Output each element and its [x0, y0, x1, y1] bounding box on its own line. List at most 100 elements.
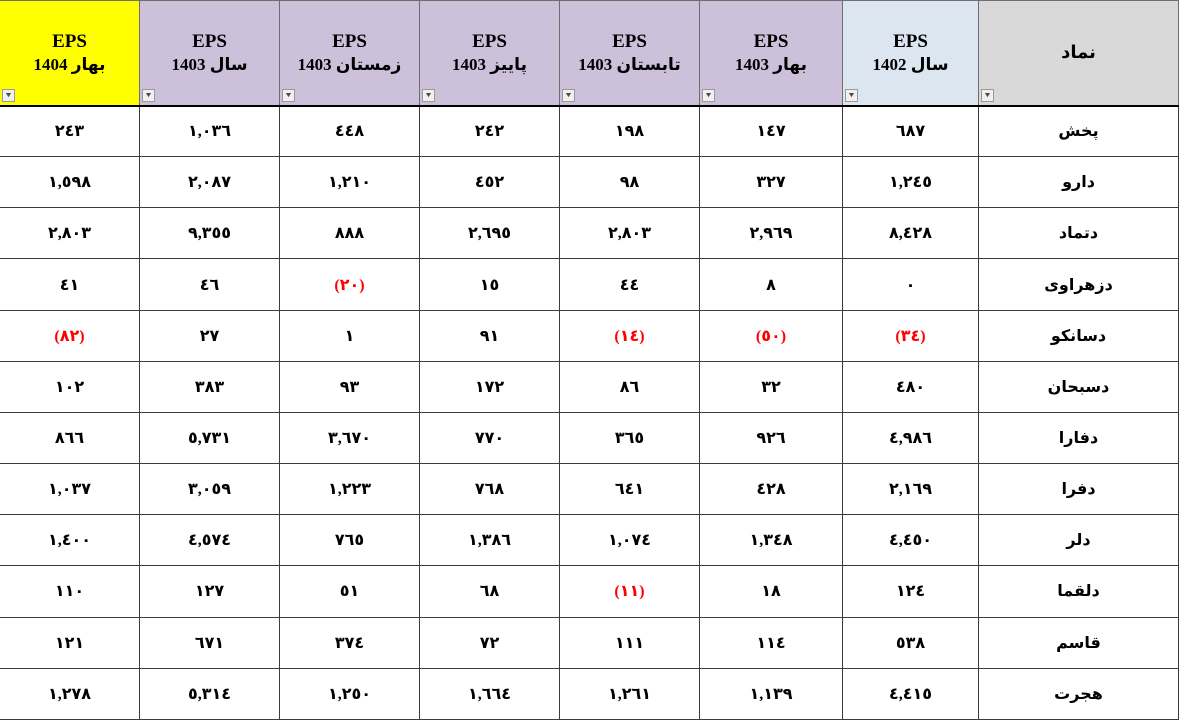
filter-dropdown-button[interactable]: ▼: [142, 88, 155, 102]
eps-cell[interactable]: ٤,٩٨٦: [842, 411, 979, 465]
eps-cell[interactable]: ٨: [699, 258, 843, 311]
eps-cell[interactable]: ٩٢٦: [699, 411, 843, 465]
eps-cell[interactable]: ١٩٨: [559, 104, 700, 158]
symbol-cell[interactable]: دفارا: [978, 411, 1179, 465]
eps-cell[interactable]: ٣,٦٧٠: [279, 411, 420, 465]
filter-dropdown-button[interactable]: ▼: [422, 88, 435, 102]
eps-cell[interactable]: ٣٢: [699, 360, 843, 413]
eps-cell-negative[interactable]: (٣٤): [842, 309, 979, 362]
eps-cell[interactable]: ١,٤٠٠: [0, 514, 140, 567]
eps-cell[interactable]: ٤,٥٧٤: [139, 514, 280, 567]
eps-cell[interactable]: ٧٢: [419, 616, 560, 669]
eps-cell[interactable]: ٧٦٨: [419, 463, 560, 516]
symbol-cell[interactable]: دسبحان: [978, 360, 1179, 413]
eps-cell[interactable]: ٥,٧٣١: [139, 411, 280, 465]
eps-cell[interactable]: ١,٢٥٠: [279, 667, 420, 720]
eps-cell[interactable]: ١,٢٢٣: [279, 463, 420, 516]
eps-cell[interactable]: ٤٢٨: [699, 463, 843, 516]
eps-cell[interactable]: ٦٤١: [559, 463, 700, 516]
eps-cell[interactable]: ١,٠٧٤: [559, 514, 700, 567]
eps-cell[interactable]: ٦٨: [419, 565, 560, 618]
eps-cell[interactable]: ٥١: [279, 565, 420, 618]
eps-cell[interactable]: ٥,٣١٤: [139, 667, 280, 720]
eps-cell[interactable]: ٢,٨٠٣: [0, 207, 140, 260]
eps-cell[interactable]: ١,٣٤٨: [699, 514, 843, 567]
eps-cell[interactable]: ٣٨٣: [139, 360, 280, 413]
eps-cell[interactable]: ١٢٧: [139, 565, 280, 618]
eps-cell-negative[interactable]: (١٤): [559, 309, 700, 362]
eps-cell-negative[interactable]: (٢٠): [279, 258, 420, 311]
symbol-cell[interactable]: دسانکو: [978, 309, 1179, 362]
eps-cell[interactable]: ٤,٤١٥: [842, 667, 979, 720]
symbol-cell[interactable]: پخش: [978, 104, 1179, 158]
eps-cell[interactable]: ٩٨: [559, 156, 700, 209]
eps-cell[interactable]: ١,٢٤٥: [842, 156, 979, 209]
eps-cell[interactable]: ٤٥٢: [419, 156, 560, 209]
eps-cell[interactable]: ١٠٢: [0, 360, 140, 413]
eps-cell[interactable]: ٢,٨٠٣: [559, 207, 700, 260]
eps-cell[interactable]: ١,٢٦١: [559, 667, 700, 720]
eps-cell[interactable]: ١٨: [699, 565, 843, 618]
eps-cell[interactable]: ٤٨٠: [842, 360, 979, 413]
symbol-cell[interactable]: دتماد: [978, 207, 1179, 260]
eps-cell-negative[interactable]: (٥٠): [699, 309, 843, 362]
symbol-cell[interactable]: دلقما: [978, 565, 1179, 618]
filter-dropdown-button[interactable]: ▼: [845, 88, 858, 102]
eps-cell[interactable]: ١٧٢: [419, 360, 560, 413]
eps-cell[interactable]: ١٢١: [0, 616, 140, 669]
eps-cell[interactable]: ٩١: [419, 309, 560, 362]
eps-cell[interactable]: ٦٧١: [139, 616, 280, 669]
eps-cell[interactable]: ٢,٩٦٩: [699, 207, 843, 260]
symbol-cell[interactable]: دارو: [978, 156, 1179, 209]
eps-cell[interactable]: ١,٢٧٨: [0, 667, 140, 720]
eps-cell[interactable]: ٥٣٨: [842, 616, 979, 669]
eps-cell[interactable]: ٣٦٥: [559, 411, 700, 465]
filter-dropdown-button[interactable]: ▼: [282, 88, 295, 102]
eps-cell[interactable]: ١٤٧: [699, 104, 843, 158]
eps-cell[interactable]: ١١٤: [699, 616, 843, 669]
eps-cell[interactable]: ٢,٦٩٥: [419, 207, 560, 260]
eps-cell[interactable]: ٨,٤٢٨: [842, 207, 979, 260]
eps-cell-negative[interactable]: (١١): [559, 565, 700, 618]
filter-dropdown-button[interactable]: ▼: [981, 88, 994, 102]
eps-cell[interactable]: ١,٦٦٤: [419, 667, 560, 720]
eps-cell[interactable]: ٣٢٧: [699, 156, 843, 209]
eps-cell[interactable]: ٢٤٣: [0, 104, 140, 158]
eps-cell[interactable]: ٧٧٠: [419, 411, 560, 465]
eps-cell[interactable]: ٤٤٨: [279, 104, 420, 158]
eps-cell[interactable]: ٨٦٦: [0, 411, 140, 465]
filter-dropdown-button[interactable]: ▼: [702, 88, 715, 102]
eps-cell[interactable]: ٧٦٥: [279, 514, 420, 567]
eps-cell[interactable]: ٤,٤٥٠: [842, 514, 979, 567]
eps-cell[interactable]: ١: [279, 309, 420, 362]
eps-cell[interactable]: ١,٠٣٧: [0, 463, 140, 516]
eps-cell[interactable]: ٤٦: [139, 258, 280, 311]
eps-cell[interactable]: ٤١: [0, 258, 140, 311]
eps-cell[interactable]: ٦٨٧: [842, 104, 979, 158]
eps-cell[interactable]: ١,٣٨٦: [419, 514, 560, 567]
eps-cell[interactable]: ٣,٠٥٩: [139, 463, 280, 516]
symbol-cell[interactable]: دفرا: [978, 463, 1179, 516]
eps-cell[interactable]: ١,٢١٠: [279, 156, 420, 209]
eps-cell[interactable]: ٠: [842, 258, 979, 311]
eps-cell[interactable]: ٢,١٦٩: [842, 463, 979, 516]
filter-dropdown-button[interactable]: ▼: [2, 88, 15, 102]
eps-cell[interactable]: ٩,٣٥٥: [139, 207, 280, 260]
symbol-cell[interactable]: دلر: [978, 514, 1179, 567]
eps-cell[interactable]: ١١٠: [0, 565, 140, 618]
eps-cell[interactable]: ١,٥٩٨: [0, 156, 140, 209]
eps-cell[interactable]: ٢٤٢: [419, 104, 560, 158]
eps-cell[interactable]: ١٥: [419, 258, 560, 311]
symbol-cell[interactable]: دزهراوی: [978, 258, 1179, 311]
eps-cell[interactable]: ٤٤: [559, 258, 700, 311]
eps-cell[interactable]: ١٢٤: [842, 565, 979, 618]
eps-cell[interactable]: ٢,٠٨٧: [139, 156, 280, 209]
eps-cell[interactable]: ١١١: [559, 616, 700, 669]
eps-cell[interactable]: ١,١٣٩: [699, 667, 843, 720]
eps-cell-negative[interactable]: (٨٢): [0, 309, 140, 362]
eps-cell[interactable]: ٨٦: [559, 360, 700, 413]
filter-dropdown-button[interactable]: ▼: [562, 88, 575, 102]
eps-cell[interactable]: ٣٧٤: [279, 616, 420, 669]
eps-cell[interactable]: ٩٣: [279, 360, 420, 413]
eps-cell[interactable]: ٢٧: [139, 309, 280, 362]
